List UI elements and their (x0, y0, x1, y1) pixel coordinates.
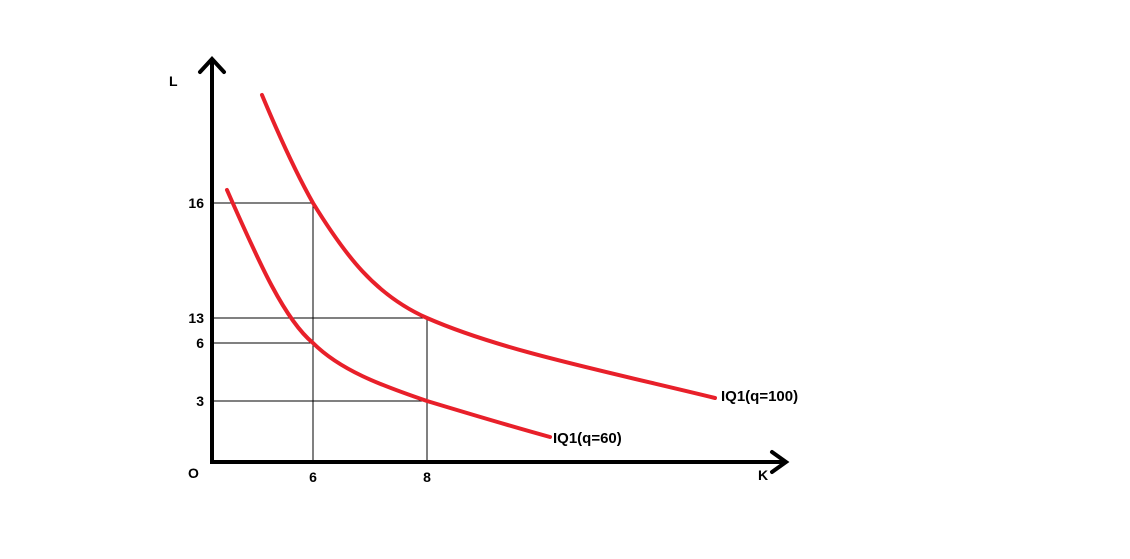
origin-label: O (188, 465, 199, 481)
x-tick-label-6: 6 (309, 469, 317, 485)
x-tick-label-8: 8 (423, 469, 431, 485)
y-tick-labels: 16 13 6 3 (188, 195, 204, 409)
isoquant-curve-q100 (260, 93, 717, 400)
y-tick-label-3: 3 (196, 393, 204, 409)
y-tick-label-16: 16 (188, 195, 204, 211)
y-tick-label-6: 6 (196, 335, 204, 351)
y-axis-arrow (198, 56, 226, 74)
isoquant-curve-q60 (225, 188, 552, 439)
curve-label-q100: IQ1(q=100) (721, 388, 798, 405)
y-tick-label-13: 13 (188, 310, 204, 326)
curve-label-q60: IQ1(q=60) (553, 430, 622, 447)
x-axis-label: K (758, 467, 768, 483)
y-axis-label: L (169, 73, 178, 89)
x-axis-arrow (770, 450, 790, 474)
guide-lines (212, 202, 428, 462)
